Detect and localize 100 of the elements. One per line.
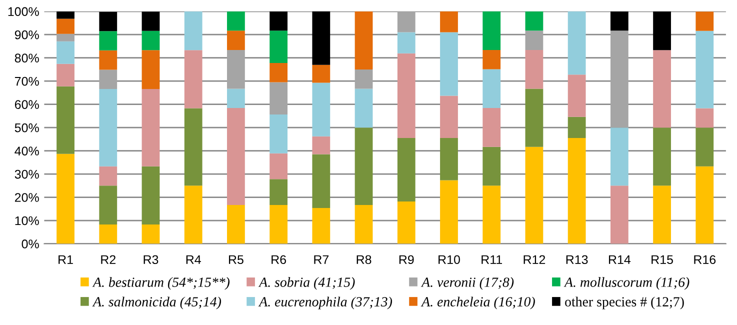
x-tick-label: R9: [399, 255, 414, 264]
bar: [312, 136, 330, 154]
bar: [270, 11, 288, 31]
x-tick-label: R3: [144, 255, 158, 264]
bar: [482, 108, 501, 147]
bar: [482, 11, 501, 50]
bar: [525, 50, 544, 89]
bar: [99, 12, 118, 32]
y-tick-label: 70%: [14, 76, 39, 86]
bar: [56, 64, 74, 86]
bar: [184, 11, 202, 50]
bar: [99, 70, 118, 89]
bar: [440, 96, 458, 138]
bar: [354, 128, 373, 205]
legend-label: other species # (12;7): [565, 296, 684, 310]
bar: [482, 50, 501, 70]
bar: [568, 116, 586, 138]
bar: [568, 74, 586, 117]
bar: [142, 88, 160, 166]
bar: [312, 64, 330, 83]
bar: [99, 50, 118, 70]
bar: [440, 180, 458, 244]
bar: [482, 146, 501, 186]
bar: [227, 88, 245, 108]
bar: [56, 86, 74, 154]
y-tick-label: 30%: [14, 170, 39, 179]
bar: [696, 166, 714, 244]
bar: [227, 30, 245, 50]
bar: [312, 154, 330, 208]
legend-label: A. sobria (41;15): [258, 277, 355, 290]
bar: [227, 11, 245, 31]
x-tick-label: R8: [356, 255, 372, 264]
bar: [440, 11, 458, 32]
x-tick-label: R15: [652, 255, 673, 264]
x-tick-label: R13: [566, 255, 588, 264]
bar: [99, 224, 118, 244]
x-tick-label: R7: [314, 255, 329, 264]
bar: [354, 88, 373, 128]
legend-label: A. molluscorum (11;6): [564, 277, 690, 290]
bar: [397, 53, 416, 138]
bar: [397, 11, 416, 32]
bar: [312, 208, 330, 244]
x-tick-label: R11: [482, 255, 502, 264]
bar: [99, 186, 118, 224]
legend-label: A. bestiarum (54*;15**): [92, 277, 230, 290]
bar: [397, 138, 416, 202]
bar: [142, 12, 160, 31]
bar: [696, 128, 714, 166]
bar: [99, 88, 118, 166]
bar: [56, 154, 74, 244]
bar: [525, 30, 544, 50]
bar: [482, 186, 501, 244]
bar: [610, 186, 628, 244]
bar: [227, 108, 245, 205]
bar: [653, 50, 671, 128]
bar: [142, 50, 160, 89]
bar: [568, 11, 586, 75]
legend-label: A. salmonicida (45;14): [92, 296, 222, 310]
x-tick-label: R14: [608, 255, 631, 264]
bar: [525, 88, 544, 147]
y-tick-label: 20%: [14, 193, 39, 202]
y-tick-label: 40%: [14, 146, 39, 156]
bar: [354, 69, 373, 89]
bar: [270, 30, 288, 63]
bar: [142, 30, 160, 50]
bar: [56, 11, 74, 19]
bar: [440, 138, 458, 180]
bar: [653, 128, 671, 186]
bar: [354, 11, 373, 70]
x-tick-label: R10: [438, 255, 460, 264]
bar: [142, 166, 160, 224]
bar: [397, 32, 416, 54]
bar: [312, 82, 330, 136]
y-tick-label: 0%: [22, 240, 39, 248]
bar: [653, 11, 671, 50]
x-tick-label: R6: [272, 255, 286, 264]
bar: [184, 50, 202, 108]
y-tick-label: 80%: [14, 54, 39, 62]
bar: [270, 62, 288, 82]
x-tick-label: R12: [524, 255, 546, 264]
bar: [568, 138, 586, 244]
bar: [610, 11, 628, 31]
bar: [610, 30, 628, 128]
y-tick-label: 10%: [15, 216, 39, 226]
y-tick-label: 50%: [14, 123, 39, 132]
bar: [270, 114, 288, 154]
bar: [397, 201, 416, 244]
bar: [227, 204, 245, 244]
bar: [270, 204, 288, 244]
bar: [142, 224, 160, 244]
bar: [270, 179, 288, 205]
bar: [56, 41, 74, 64]
x-tick-label: R16: [694, 255, 716, 264]
bar: [56, 18, 74, 34]
bar: [696, 30, 714, 108]
bar: [227, 50, 245, 89]
bar: [440, 32, 458, 96]
x-tick-label: R2: [101, 255, 116, 264]
bar: [696, 12, 714, 31]
y-tick-label: 90%: [14, 30, 39, 40]
